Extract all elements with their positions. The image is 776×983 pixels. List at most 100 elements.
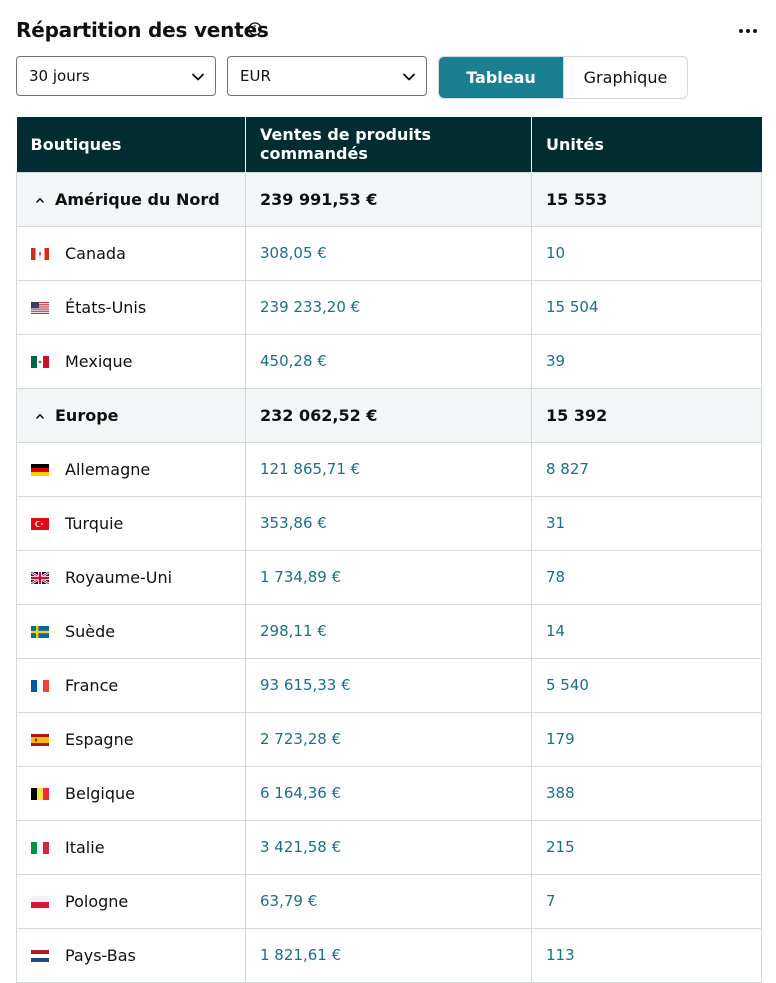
- region-row[interactable]: Amérique du Nord 239 991,53 €15 553: [16, 171, 762, 227]
- region-name: Europe: [55, 405, 119, 425]
- currency-select-value: EUR: [240, 67, 271, 85]
- column-header-boutiques[interactable]: Boutiques: [16, 117, 246, 172]
- country-cell: Royaume-Uni: [16, 549, 246, 605]
- table-row: Royaume-Uni 1 734,89 €78: [16, 549, 762, 605]
- country-sales: 353,86 €: [245, 495, 532, 551]
- more-options-button[interactable]: [736, 20, 760, 42]
- country-cell: Pologne: [16, 873, 246, 929]
- country-cell: Pays-Bas: [16, 927, 246, 983]
- sales-table: Boutiques Ventes de produits commandés U…: [16, 117, 762, 983]
- region-name: Amérique du Nord: [55, 189, 220, 209]
- tab-tableau[interactable]: Tableau: [439, 57, 563, 98]
- region-name-cell: Europe: [16, 387, 246, 443]
- country-sales: 3 421,58 €: [245, 819, 532, 875]
- country-units: 78: [531, 549, 762, 605]
- info-icon[interactable]: [248, 22, 262, 36]
- country-name: Turquie: [65, 513, 124, 533]
- country-name: Pologne: [65, 891, 129, 911]
- widget-header: Répartition des ventes: [16, 16, 760, 46]
- currency-select[interactable]: EUR: [227, 56, 427, 96]
- country-name: Belgique: [65, 783, 136, 803]
- view-toggle: Tableau Graphique: [438, 56, 688, 99]
- country-sales: 1 821,61 €: [245, 927, 532, 983]
- table-row: Pologne 63,79 €7: [16, 873, 762, 929]
- flag-it-icon: [31, 842, 49, 854]
- flag-be-icon: [31, 788, 49, 800]
- region-sales: 232 062,52 €: [245, 387, 532, 443]
- country-sales: 121 865,71 €: [245, 441, 532, 497]
- country-units: 31: [531, 495, 762, 551]
- flag-nl-icon: [31, 950, 49, 962]
- table-row: Italie 3 421,58 €215: [16, 819, 762, 875]
- flag-tr-icon: [31, 518, 49, 530]
- period-select[interactable]: 30 jours: [16, 56, 216, 96]
- flag-pl-icon: [31, 896, 49, 908]
- table-row: France 93 615,33 €5 540: [16, 657, 762, 713]
- country-sales: 63,79 €: [245, 873, 532, 929]
- flag-fr-icon: [31, 680, 49, 692]
- country-units: 7: [531, 873, 762, 929]
- country-name: Espagne: [65, 729, 134, 749]
- column-header-unites[interactable]: Unités: [531, 117, 762, 172]
- country-cell: France: [16, 657, 246, 713]
- country-units: 388: [531, 765, 762, 821]
- country-sales: 93 615,33 €: [245, 657, 532, 713]
- flag-mx-icon: [31, 356, 49, 368]
- country-cell: Belgique: [16, 765, 246, 821]
- region-units: 15 553: [531, 171, 762, 227]
- country-name: France: [65, 675, 119, 695]
- table-row: Allemagne 121 865,71 €8 827: [16, 441, 762, 497]
- country-name: Allemagne: [65, 459, 151, 479]
- chevron-up-icon[interactable]: [35, 195, 45, 205]
- country-cell: Espagne: [16, 711, 246, 767]
- country-name: États-Unis: [65, 297, 147, 317]
- country-cell: États-Unis: [16, 279, 246, 335]
- table-body: Amérique du Nord 239 991,53 €15 553 Canada…: [16, 171, 762, 983]
- country-name: Mexique: [65, 351, 133, 371]
- country-cell: Turquie: [16, 495, 246, 551]
- region-row[interactable]: Europe 232 062,52 €15 392: [16, 387, 762, 443]
- table-row: Canada 308,05 €10: [16, 225, 762, 281]
- flag-de-icon: [31, 464, 49, 476]
- country-sales: 1 734,89 €: [245, 549, 532, 605]
- chevron-down-icon: [192, 73, 204, 81]
- country-sales: 2 723,28 €: [245, 711, 532, 767]
- table-row: Suède 298,11 €14: [16, 603, 762, 659]
- country-sales: 308,05 €: [245, 225, 532, 281]
- flag-us-icon: [31, 302, 49, 314]
- column-header-ventes[interactable]: Ventes de produits commandés: [245, 117, 532, 172]
- flag-se-icon: [31, 626, 49, 638]
- country-name: Pays-Bas: [65, 945, 136, 965]
- table-row: Espagne 2 723,28 €179: [16, 711, 762, 767]
- region-units: 15 392: [531, 387, 762, 443]
- country-sales: 6 164,36 €: [245, 765, 532, 821]
- flag-ca-icon: [31, 248, 49, 260]
- country-units: 8 827: [531, 441, 762, 497]
- table-row: Turquie 353,86 €31: [16, 495, 762, 551]
- chevron-up-icon[interactable]: [35, 411, 45, 421]
- table-row: Belgique 6 164,36 €388: [16, 765, 762, 821]
- country-sales: 239 233,20 €: [245, 279, 532, 335]
- country-units: 10: [531, 225, 762, 281]
- widget-title: Répartition des ventes: [16, 18, 269, 42]
- table-row: Mexique 450,28 €39: [16, 333, 762, 389]
- flag-gb-icon: [31, 572, 49, 584]
- country-units: 179: [531, 711, 762, 767]
- country-name: Suède: [65, 621, 116, 641]
- country-units: 113: [531, 927, 762, 983]
- country-cell: Allemagne: [16, 441, 246, 497]
- country-units: 14: [531, 603, 762, 659]
- table-row: Pays-Bas 1 821,61 €113: [16, 927, 762, 983]
- tab-graphique[interactable]: Graphique: [563, 57, 687, 98]
- country-sales: 450,28 €: [245, 333, 532, 389]
- country-cell: Mexique: [16, 333, 246, 389]
- table-header-row: Boutiques Ventes de produits commandés U…: [16, 117, 762, 172]
- country-name: Italie: [65, 837, 105, 857]
- country-units: 15 504: [531, 279, 762, 335]
- country-units: 39: [531, 333, 762, 389]
- country-cell: Italie: [16, 819, 246, 875]
- country-sales: 298,11 €: [245, 603, 532, 659]
- region-sales: 239 991,53 €: [245, 171, 532, 227]
- chevron-down-icon: [403, 73, 415, 81]
- table-row: États-Unis 239 233,20 €15 504: [16, 279, 762, 335]
